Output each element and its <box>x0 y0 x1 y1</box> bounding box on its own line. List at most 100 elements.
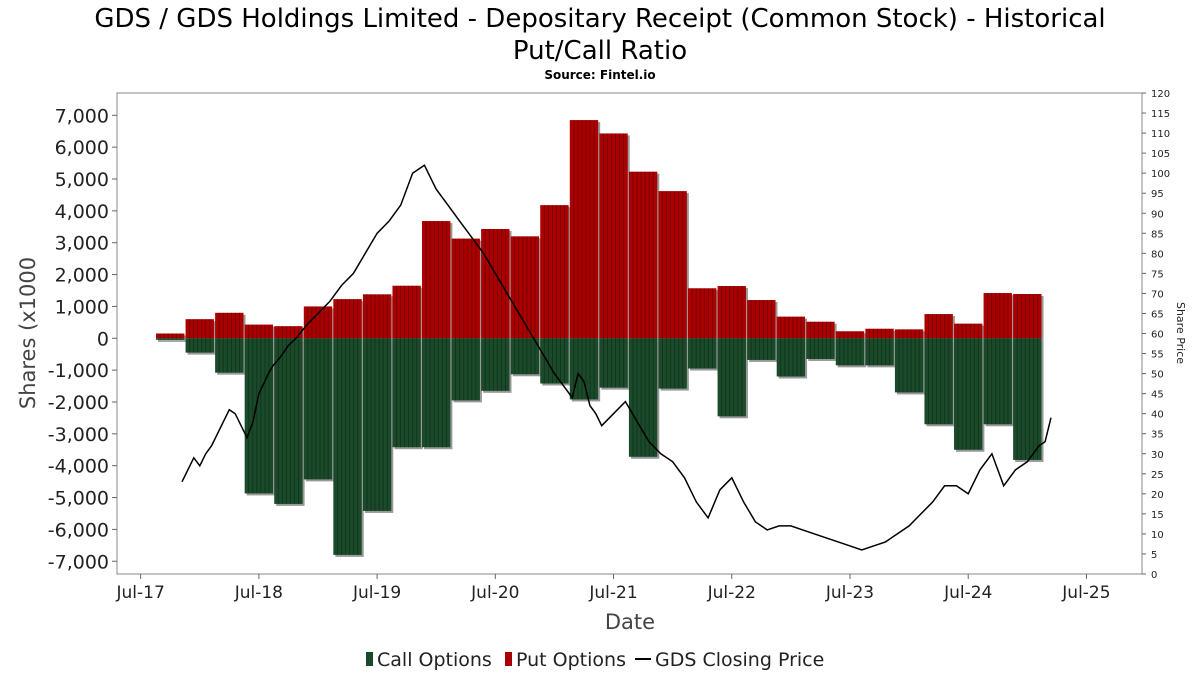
put-bar <box>392 285 421 339</box>
y2-tick-label: 75 <box>1151 269 1164 280</box>
call-bar <box>303 338 333 480</box>
y-tick-label: 4,000 <box>55 201 109 223</box>
call-bar <box>688 338 717 369</box>
call-bar <box>894 338 924 393</box>
call-bar <box>717 338 746 417</box>
call-bar <box>274 338 303 504</box>
y-tick-label: 6,000 <box>55 137 109 159</box>
legend-swatch-call <box>366 652 373 666</box>
call-bar <box>422 338 451 448</box>
y2-tick-label: 60 <box>1151 330 1164 341</box>
x-tick-label: Jul-20 <box>470 583 519 603</box>
put-bar <box>983 293 1012 339</box>
put-bar <box>628 171 658 339</box>
legend: Call Options Put Options GDS Closing Pri… <box>366 649 824 671</box>
put-bar <box>924 314 953 339</box>
put-bar <box>156 333 185 339</box>
x-tick-label: Jul-23 <box>825 583 874 603</box>
chart-title-line-2: Put/Call Ratio <box>513 36 687 66</box>
call-bar <box>865 338 894 366</box>
x-tick-label: Jul-17 <box>116 583 165 603</box>
y-tick-label: 7,000 <box>55 105 109 127</box>
legend-swatch-put <box>505 652 512 666</box>
put-bar <box>274 326 303 339</box>
x-tick-label: Jul-22 <box>707 583 756 603</box>
y2-tick-label: 40 <box>1151 410 1164 421</box>
call-bar <box>835 338 865 366</box>
call-bar <box>392 338 421 448</box>
secondary-y-axis: 1201151101051009590858075706560555045403… <box>1142 89 1170 581</box>
x-tick-label: Jul-25 <box>1061 583 1110 603</box>
call-bar <box>747 338 776 360</box>
y2-tick-label: 25 <box>1151 470 1164 481</box>
y-axis: 7,000 6,000 5,000 4,000 3,000 2,000 1,000 0 -1,0… <box>48 105 117 573</box>
call-bar-shadow <box>158 340 187 342</box>
y-tick-label: -4,000 <box>48 456 109 478</box>
y2-tick-label: 5 <box>1151 550 1157 561</box>
put-bar <box>865 328 894 339</box>
put-bar <box>835 331 865 339</box>
y2-tick-label: 30 <box>1151 450 1164 461</box>
call-bar <box>776 338 806 377</box>
x-tick-label: Jul-19 <box>352 583 401 603</box>
call-bar <box>628 338 658 457</box>
y-tick-label: -5,000 <box>48 488 109 510</box>
y2-tick-label: 0 <box>1151 570 1157 581</box>
y2-tick-label: 15 <box>1151 510 1164 521</box>
x-tick-label: Jul-21 <box>588 583 637 603</box>
y2-tick-label: 80 <box>1151 249 1164 260</box>
y-tick-label: -6,000 <box>48 519 109 541</box>
put-bar <box>510 236 540 339</box>
call-bar <box>156 338 185 340</box>
y-tick-label: 1,000 <box>55 296 109 318</box>
put-bar <box>215 312 244 339</box>
call-bar <box>215 338 244 373</box>
put-bar <box>333 299 362 339</box>
call-bar <box>599 338 628 388</box>
put-bar <box>717 286 746 339</box>
y2-tick-label: 65 <box>1151 309 1164 320</box>
call-bar <box>362 338 392 511</box>
legend-label-call: Call Options <box>377 649 492 671</box>
y2-tick-label: 120 <box>1151 89 1170 100</box>
y-tick-label: -2,000 <box>48 392 109 414</box>
put-bar <box>688 288 717 339</box>
call-bar <box>451 338 480 401</box>
put-bar <box>776 316 806 339</box>
call-bar <box>658 338 687 389</box>
y2-tick-label: 70 <box>1151 289 1164 300</box>
call-bar <box>540 338 569 384</box>
put-bar <box>599 133 628 339</box>
y-tick-label: 2,000 <box>55 265 109 287</box>
call-bar <box>333 338 362 555</box>
legend-label-put: Put Options <box>516 649 626 671</box>
y-tick-label: 0 <box>97 328 109 350</box>
call-bar <box>185 338 214 353</box>
y-tick-label: -1,000 <box>48 360 109 382</box>
y-tick-label: -7,000 <box>48 551 109 573</box>
y2-tick-label: 20 <box>1151 490 1164 501</box>
put-bar <box>185 319 214 339</box>
y2-axis-title: Share Price <box>1174 302 1187 364</box>
call-bar <box>954 338 983 450</box>
put-bar <box>806 321 835 339</box>
put-bar <box>747 300 776 339</box>
put-bar <box>244 324 274 339</box>
call-bar <box>481 338 510 391</box>
put-bar <box>1013 294 1042 339</box>
y2-tick-label: 110 <box>1151 129 1170 140</box>
y2-tick-label: 10 <box>1151 530 1164 541</box>
put-bar <box>954 323 983 339</box>
put-bar <box>451 238 480 339</box>
x-axis: Jul-17 Jul-18 Jul-19 Jul-20 Jul-21 Jul-22 Jul-… <box>116 574 1111 603</box>
put-bar <box>658 191 687 339</box>
put-bar <box>362 294 392 339</box>
y2-tick-label: 115 <box>1151 109 1170 120</box>
put-bar <box>894 329 924 339</box>
y2-tick-label: 95 <box>1151 189 1164 200</box>
bars-layer <box>156 120 1044 557</box>
y2-tick-label: 50 <box>1151 370 1164 381</box>
y2-tick-label: 55 <box>1151 350 1164 361</box>
call-bar <box>1013 338 1042 460</box>
